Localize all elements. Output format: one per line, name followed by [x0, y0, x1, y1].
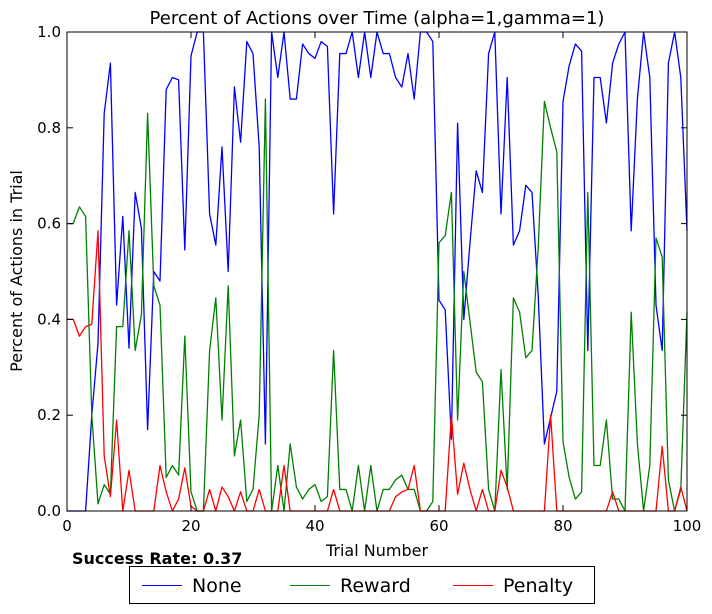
x-tick-label: 60 — [429, 517, 448, 535]
x-tick-label: 100 — [673, 517, 702, 535]
legend-label-none: None — [192, 575, 242, 597]
y-tick-label: 1.0 — [37, 23, 61, 41]
y-tick-label: 0.6 — [37, 215, 61, 233]
success-rate: Success Rate: 0.37 — [72, 549, 243, 568]
legend: None Reward Penalty — [129, 566, 595, 604]
legend-label-penalty: Penalty — [503, 575, 574, 597]
plot-frame — [66, 31, 688, 512]
x-tick-label: 40 — [305, 517, 324, 535]
legend-label-reward: Reward — [340, 575, 411, 597]
x-tick-label: 0 — [62, 517, 72, 535]
y-tick-label: 0.2 — [37, 406, 61, 424]
chart-title: Percent of Actions over Time (alpha=1,ga… — [150, 8, 605, 29]
legend-swatch-none — [142, 585, 182, 586]
y-axis-label: Percent of Actions in Trial — [7, 170, 26, 372]
x-axis-label: Trial Number — [325, 541, 428, 560]
series-layer — [67, 31, 688, 512]
x-tick-label: 20 — [181, 517, 200, 535]
legend-swatch-reward — [290, 585, 330, 586]
series-line-reward — [67, 98, 688, 512]
legend-swatch-penalty — [453, 585, 493, 586]
y-tick-label: 0.0 — [37, 502, 61, 520]
x-tick-label: 80 — [553, 517, 572, 535]
y-tick-label: 0.8 — [37, 119, 61, 137]
y-tick-label: 0.4 — [37, 310, 61, 328]
